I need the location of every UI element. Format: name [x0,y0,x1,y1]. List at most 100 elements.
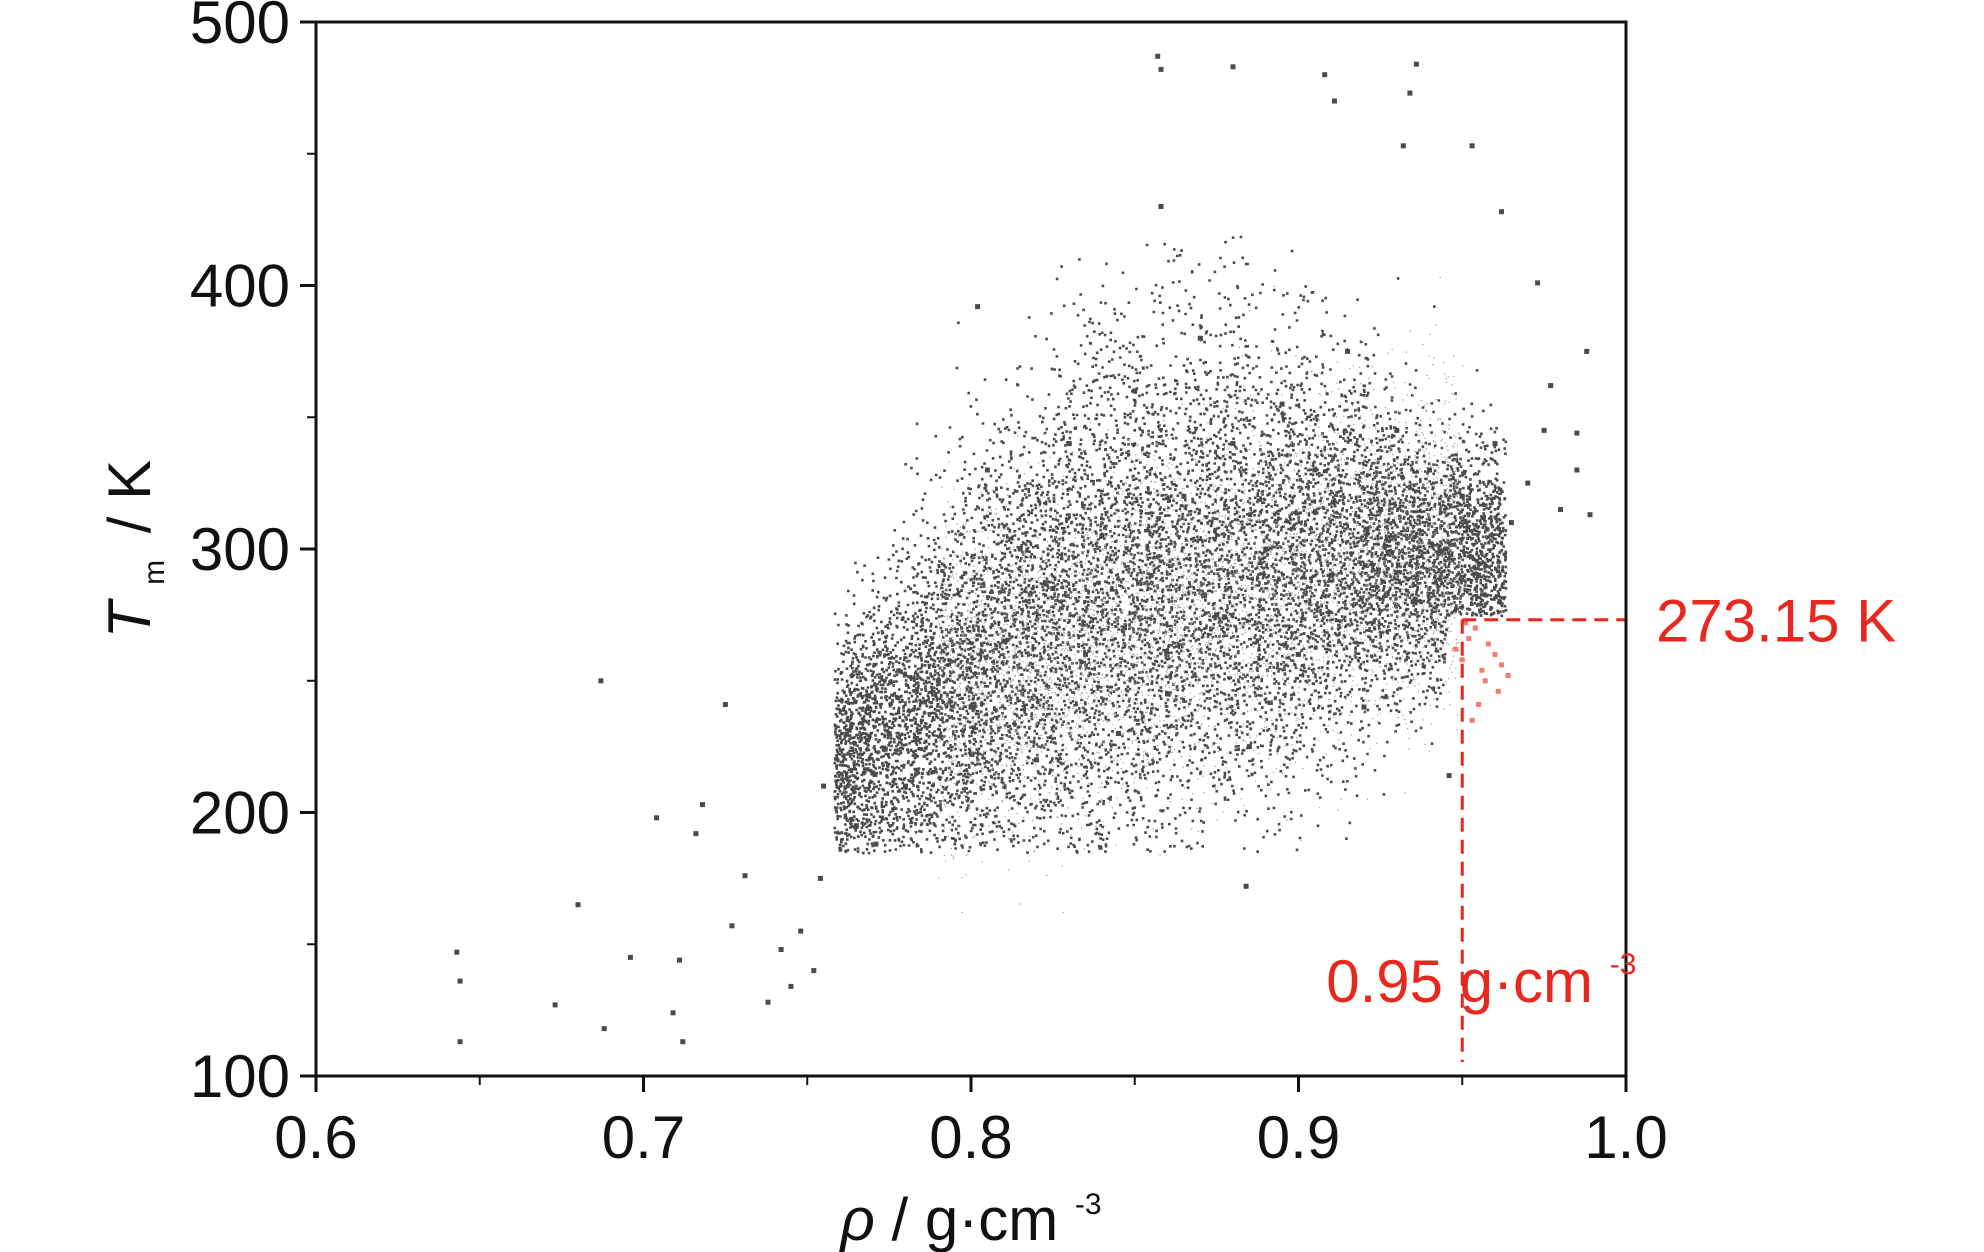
x-axis-ticks: 0.6 0.7 0.8 0.9 1.0 [274,1076,1668,1171]
data-point [788,983,794,989]
data-point [457,1039,463,1045]
data-point [1541,427,1547,433]
highlight-point [1479,667,1485,673]
data-point [693,831,699,837]
data-point [811,968,817,974]
data-point [680,1039,686,1045]
data-point [722,702,728,707]
highlight-point [1485,641,1491,647]
data-point [1148,572,1154,578]
data-point [1001,638,1007,644]
data-point [1548,383,1554,389]
data-point [598,678,604,684]
data-point [1427,467,1432,473]
highlight-point [1505,673,1511,678]
data-point [1263,546,1269,552]
data-point [601,1026,607,1032]
data-point [1469,143,1475,149]
data-point [1243,883,1249,889]
highlight-point [1492,651,1498,657]
data-points [454,53,1593,1045]
data-point [1099,533,1105,539]
data-point [700,802,705,808]
data-point [1017,546,1023,552]
data-point [1155,53,1161,59]
data-point [1328,572,1334,578]
data-point [1459,493,1465,499]
data-point [903,783,908,789]
annotation-density-value: 0.95 g·cm [1326,948,1593,1015]
data-point [1230,64,1236,70]
data-point [1214,612,1220,618]
data-point [1443,546,1449,552]
data-point [873,841,879,847]
data-point [765,999,771,1005]
y-axis-symbol: T [96,597,163,638]
data-point [670,1010,676,1016]
highlight-points [1453,620,1511,723]
point-cloud [833,235,1508,913]
data-point [1410,599,1416,605]
data-point [1535,280,1541,286]
data-point [1400,143,1406,149]
data-point [1345,348,1351,354]
data-point [1508,520,1514,526]
data-point [627,954,633,960]
data-point [798,928,804,934]
x-tick-label: 0.9 [1257,1104,1340,1171]
data-point [968,704,974,710]
data-point [853,823,859,829]
data-point [1407,90,1413,96]
x-axis-symbol: ρ [838,1186,874,1252]
y-axis-ticks: 100 200 300 400 500 [190,0,316,1110]
data-point [742,873,748,879]
data-point [1158,204,1164,209]
highlight-point [1482,678,1488,684]
data-point [1394,427,1400,433]
data-point [1446,773,1452,779]
data-point [1034,757,1039,763]
y-tick-label: 400 [190,253,290,320]
data-point [778,947,784,952]
y-tick-label: 300 [190,516,290,583]
data-point [1279,401,1285,407]
x-axis-unit: / g·cm [892,1186,1059,1252]
x-tick-label: 1.0 [1584,1104,1667,1171]
data-point [1083,651,1089,657]
highlight-point [1469,717,1475,723]
data-point [1377,507,1383,512]
data-point [1584,348,1590,354]
data-point [886,731,892,736]
data-point [1587,512,1593,518]
data-point [821,783,827,789]
data-point [552,1002,558,1008]
y-tick-label: 200 [190,780,290,847]
data-point [1413,61,1419,67]
data-point [1181,493,1187,499]
data-point [1296,651,1301,657]
x-tick-label: 0.7 [602,1104,685,1171]
data-point [677,957,682,963]
annotation-density: 0.95 g·cm -3 [1326,948,1636,1015]
data-point [1574,467,1580,473]
highlight-point [1472,625,1478,631]
data-point [984,467,990,473]
data-point [1066,441,1072,447]
y-tick-label: 500 [190,0,290,56]
highlight-point [1453,646,1459,652]
data-point [454,949,460,955]
data-point [1476,572,1482,578]
annotation-density-sup: -3 [1610,948,1637,981]
highlight-point [1499,662,1504,668]
y-axis-title: T m / K [96,460,177,638]
highlight-point [1463,620,1468,626]
data-point [1050,586,1056,591]
x-tick-label: 0.6 [274,1104,357,1171]
highlight-point [1495,688,1501,694]
data-point [975,304,981,310]
guide-lines [1460,618,1626,1062]
data-point [1574,430,1580,436]
data-point [1361,704,1367,710]
data-point [1158,66,1164,72]
